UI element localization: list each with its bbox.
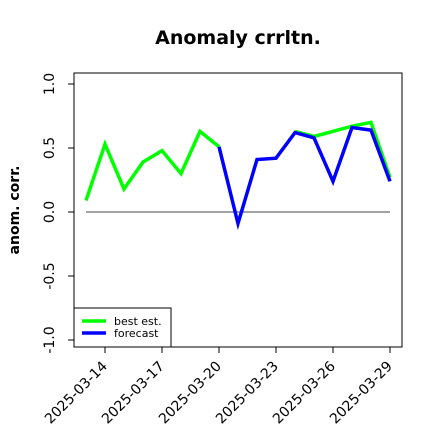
y-axis-label: anom. corr. (7, 166, 23, 255)
y-tick-label: -1.0 (42, 326, 58, 353)
plot-area: -1.0-0.50.00.51.02025-03-142025-03-17202… (42, 72, 403, 427)
y-tick-label: -0.5 (42, 262, 58, 289)
series-line-forecast (217, 125, 392, 231)
y-tick-label: 0.5 (42, 137, 58, 159)
chart-title: Anomaly crrltn. (155, 27, 321, 49)
legend-label: forecast (114, 327, 159, 340)
y-tick-label: 0.0 (42, 201, 58, 223)
legend-label: best est. (114, 315, 162, 328)
series-line-best-est (84, 128, 221, 202)
plot-frame (73, 72, 403, 348)
y-tick-label: 1.0 (42, 73, 58, 95)
legend-box (73, 307, 172, 348)
